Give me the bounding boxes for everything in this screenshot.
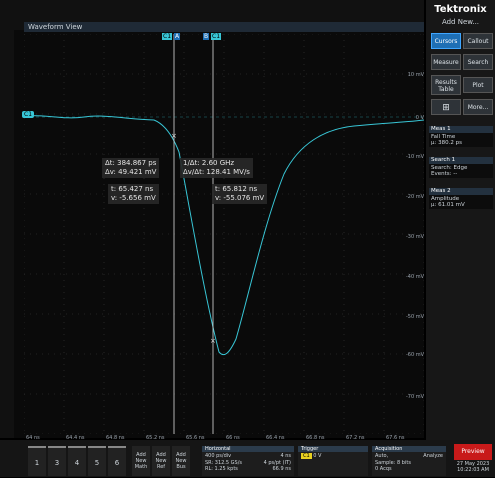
x-axis-label: 64.4 ns [66, 435, 85, 441]
add-new-ref-button[interactable]: Add New Ref [152, 446, 170, 476]
y-axis-label: -40 mV [405, 274, 424, 280]
channel-1-button[interactable]: 1 [28, 446, 46, 476]
cursor-a-tag[interactable]: C1 A [162, 33, 181, 40]
plot-button[interactable]: Plot [463, 77, 493, 93]
x-axis-label: 65.2 ns [146, 435, 165, 441]
screen-icon-button[interactable]: ⊞ [431, 99, 461, 115]
callout-button[interactable]: Callout [463, 33, 493, 49]
channel-5-button[interactable]: 5 [88, 446, 106, 476]
cursor-a-readout: t: 65.427 ns v: -5.656 mV [108, 184, 159, 204]
x-axis-label: 66.4 ns [266, 435, 285, 441]
channel-4-button[interactable]: 4 [68, 446, 86, 476]
more-button[interactable]: More... [463, 99, 493, 115]
channel-1-ground-marker[interactable]: C1 [22, 111, 35, 118]
y-axis-label: 0 V [415, 115, 424, 121]
waveform-view-title: Waveform View [24, 22, 424, 32]
date-time: 27 May 2023 10:22:03 AM [456, 461, 490, 473]
trigger-source-badge: C1 [301, 453, 312, 459]
results-table-button[interactable]: Results Table [431, 75, 461, 95]
x-axis-label: 66.8 ns [306, 435, 325, 441]
left-gutter [0, 30, 14, 438]
y-axis-label: -30 mV [405, 234, 424, 240]
x-axis-label: 64.8 ns [106, 435, 125, 441]
waveform-view[interactable] [14, 30, 424, 438]
x-axis-label: 66 ns [226, 435, 240, 441]
x-axis-label: 67.2 ns [346, 435, 365, 441]
cursor-b-label: B [203, 33, 210, 40]
y-axis-label: -60 mV [405, 352, 424, 358]
cursor-a-channel: C1 [162, 33, 173, 40]
meas-2-badge[interactable]: Meas 2 Amplitude μ: 61.01 mV [429, 188, 493, 209]
y-axis-label: 10 mV [407, 72, 424, 78]
cursor-delta-readout: Δt: 384.867 ps Δv: 49.421 mV [102, 158, 160, 178]
y-axis-label: -10 mV [405, 154, 424, 160]
x-axis-label: 65.6 ns [186, 435, 205, 441]
cursors-button[interactable]: Cursors [431, 33, 461, 49]
brand-logo: Tektronix [434, 4, 487, 15]
search-1-badge[interactable]: Search 1 Search: Edge Events: -- [429, 157, 493, 178]
cursor-a-marker-x: × [171, 132, 177, 140]
meas-1-badge[interactable]: Meas 1 Fall Time μ: 380.2 ps [429, 126, 493, 147]
y-axis-label: -70 mV [405, 394, 424, 400]
plot-grid [24, 34, 424, 434]
add-new-math-button[interactable]: Add New Math [132, 446, 150, 476]
search-button[interactable]: Search [463, 54, 493, 70]
right-sidebar [426, 0, 495, 440]
horizontal-panel[interactable]: Horizontal 400 ps/div 4 ns SR: 312.5 GS/s… [202, 446, 294, 476]
cursor-b-channel: C1 [211, 33, 222, 40]
x-axis-label: 64 ns [26, 435, 40, 441]
add-new-bus-button[interactable]: Add New Bus [172, 446, 190, 476]
channel-1-trace [24, 115, 424, 356]
x-axis-labels: 64 ns 64.4 ns 64.8 ns 65.2 ns 65.6 ns 66 ns 66… [24, 435, 424, 443]
y-axis-label: -50 mV [405, 314, 424, 320]
x-axis-label: 67.6 ns [386, 435, 405, 441]
waveform-plot[interactable]: × × [24, 34, 424, 434]
measure-button[interactable]: Measure [431, 54, 461, 70]
channel-6-button[interactable]: 6 [108, 446, 126, 476]
acquisition-panel[interactable]: Acquisition Auto, Analyze Sample: 8 bits … [372, 446, 446, 476]
cursor-a-label: A [173, 33, 181, 40]
cursor-b-readout: t: 65.812 ns v: -55.076 mV [212, 184, 268, 204]
cursor-b-marker-x: × [210, 337, 216, 345]
channel-3-button[interactable]: 3 [48, 446, 66, 476]
trigger-panel[interactable]: Trigger C1 0 V [298, 446, 368, 476]
add-new-heading: Add New... [441, 18, 480, 26]
y-axis-label: -20 mV [405, 194, 424, 200]
preview-button[interactable]: Preview [454, 444, 492, 460]
cursor-inverse-readout: 1/Δt: 2.60 GHz Δv/Δt: 128.41 MV/s [180, 158, 253, 178]
cursor-b-tag[interactable]: B C1 [203, 33, 222, 40]
